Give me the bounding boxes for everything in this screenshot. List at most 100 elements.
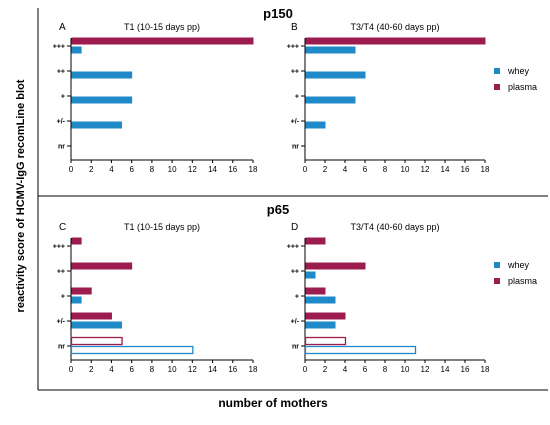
legend-swatch-whey	[494, 262, 500, 268]
panel-letter: A	[59, 22, 66, 33]
category-label: +++	[287, 244, 299, 251]
category-label: nr	[58, 344, 65, 351]
x-tick-label: 0	[303, 165, 308, 174]
category-label: nr	[292, 344, 299, 351]
panel-d: D T3/T4 (40-60 days pp)0 2 4 6 8 10 12 14 16 18+++…	[287, 222, 537, 374]
whey-bar	[71, 321, 123, 329]
x-tick-label: 14	[441, 165, 450, 174]
whey-bar	[305, 46, 356, 54]
x-tick-label: 18	[481, 165, 490, 174]
panel-letter: C	[59, 222, 66, 233]
x-tick-label: 14	[441, 365, 450, 374]
x-tick-label: 12	[421, 165, 430, 174]
category-label: ++	[291, 69, 299, 76]
whey-bar	[70, 345, 194, 355]
plasma-bar	[304, 336, 347, 346]
whey-bar	[304, 345, 417, 355]
category-label: +++	[53, 244, 65, 251]
legend-label-whey: whey	[507, 66, 530, 76]
x-tick-label: 2	[89, 165, 94, 174]
figure-x-axis-label: number of mothers	[218, 396, 328, 410]
whey-bar	[305, 321, 336, 329]
x-tick-label: 6	[129, 365, 134, 374]
legend-label-whey: whey	[507, 260, 530, 270]
panel-title: T3/T4 (40-60 days pp)	[350, 222, 439, 232]
whey-bar	[71, 121, 123, 129]
whey-bar	[305, 296, 336, 304]
category-label: +	[61, 94, 65, 101]
category-label: +	[295, 294, 299, 301]
category-label: +/-	[57, 319, 66, 326]
category-label: ++	[57, 269, 65, 276]
panel-letter: D	[291, 222, 298, 233]
category-label: ++	[57, 69, 65, 76]
plasma-bar	[71, 37, 254, 45]
figure-y-axis-label: reactivity score of HCMV-IgG recomLine b…	[15, 79, 27, 312]
panel-letter: B	[291, 22, 298, 33]
whey-bar	[305, 71, 366, 79]
x-tick-label: 2	[323, 365, 328, 374]
x-tick-label: 8	[150, 165, 155, 174]
x-tick-label: 4	[343, 165, 348, 174]
x-tick-label: 4	[109, 365, 114, 374]
x-tick-label: 6	[363, 165, 368, 174]
x-tick-label: 12	[421, 365, 430, 374]
whey-bar	[305, 271, 316, 279]
x-tick-label: 6	[129, 165, 134, 174]
plasma-bar	[71, 287, 92, 295]
whey-bar	[71, 296, 82, 304]
panels: A T1 (10-15 days pp)0 2 4 6 8 10 12 14 16 18++++++…	[53, 22, 537, 374]
category-label: +/-	[57, 119, 66, 126]
category-label: ++	[291, 269, 299, 276]
legend-swatch-plasma	[494, 84, 500, 90]
panel-title: T1 (10-15 days pp)	[124, 222, 200, 232]
plasma-bar	[305, 287, 326, 295]
plasma-bar	[305, 237, 326, 245]
category-label: +	[61, 294, 65, 301]
x-tick-label: 16	[228, 165, 237, 174]
x-tick-label: 18	[249, 165, 258, 174]
plasma-bar	[305, 37, 486, 45]
x-tick-label: 2	[89, 365, 94, 374]
x-tick-label: 0	[303, 365, 308, 374]
x-tick-label: 10	[401, 165, 410, 174]
legend-swatch-plasma	[494, 278, 500, 284]
panel-title: T3/T4 (40-60 days pp)	[350, 22, 439, 32]
legend-label-plasma: plasma	[508, 276, 537, 286]
x-tick-label: 14	[208, 365, 217, 374]
plasma-bar	[305, 312, 346, 320]
x-tick-label: 18	[481, 365, 490, 374]
panel-b: B T3/T4 (40-60 days pp)0 2 4 6 8 10 12 14 16 18+++…	[287, 22, 537, 174]
x-tick-label: 8	[383, 165, 388, 174]
whey-bar	[305, 96, 356, 104]
whey-bar	[305, 121, 326, 129]
category-label: nr	[58, 144, 65, 151]
x-tick-label: 10	[168, 365, 177, 374]
panel-c: C T1 (10-15 days pp)0 2 4 6 8 10 12 14 16 18++++++…	[53, 222, 258, 374]
category-label: +++	[287, 44, 299, 51]
x-tick-label: 8	[150, 365, 155, 374]
plasma-bar	[71, 262, 133, 270]
plasma-bar	[70, 336, 123, 346]
legend-label-plasma: plasma	[508, 82, 537, 92]
panel-title: T1 (10-15 days pp)	[124, 22, 200, 32]
whey-bar	[71, 71, 133, 79]
plasma-bar	[305, 262, 366, 270]
x-tick-label: 10	[401, 365, 410, 374]
plasma-bar	[71, 237, 82, 245]
section-title-p150: p150	[263, 6, 293, 21]
x-tick-label: 10	[168, 165, 177, 174]
panel-a: A T1 (10-15 days pp)0 2 4 6 8 10 12 14 16 18++++++…	[53, 22, 258, 174]
x-tick-label: 16	[228, 365, 237, 374]
x-tick-label: 16	[461, 165, 470, 174]
category-label: +++	[53, 44, 65, 51]
x-tick-label: 4	[109, 165, 114, 174]
category-label: +	[295, 94, 299, 101]
x-tick-label: 12	[188, 165, 197, 174]
plasma-bar	[71, 312, 112, 320]
whey-bar	[71, 96, 133, 104]
x-tick-label: 14	[208, 165, 217, 174]
category-label: nr	[292, 144, 299, 151]
